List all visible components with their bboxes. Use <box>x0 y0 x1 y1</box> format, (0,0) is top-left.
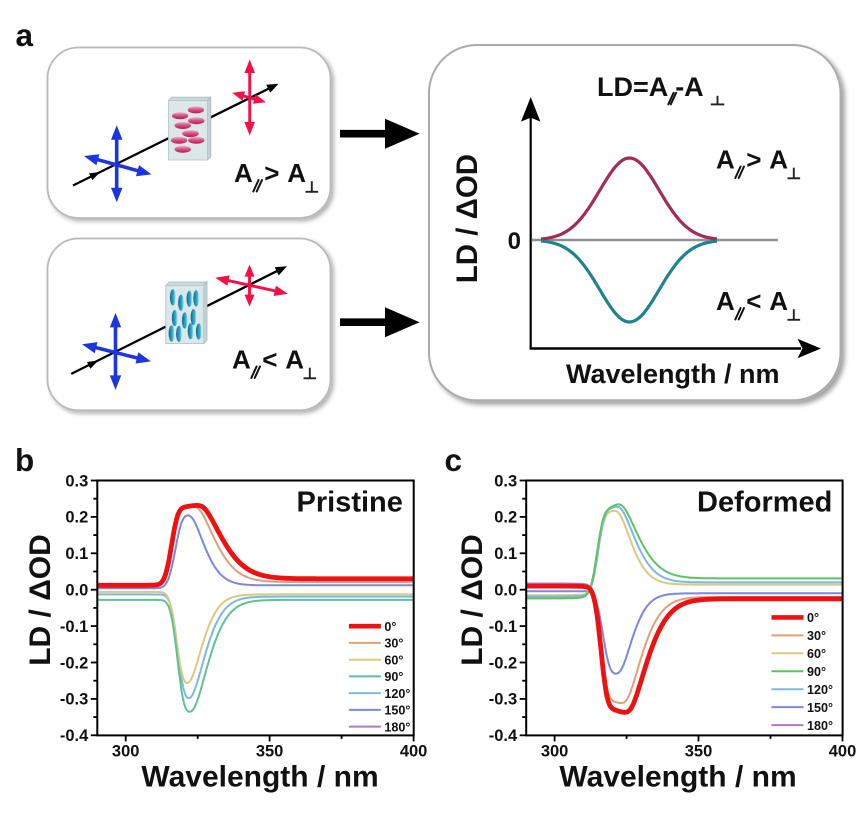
svg-text:60°: 60° <box>384 653 403 667</box>
svg-text:b: b <box>15 442 34 478</box>
svg-text:0.0: 0.0 <box>65 582 88 600</box>
svg-text:0.3: 0.3 <box>494 472 517 490</box>
svg-text:-0.1: -0.1 <box>60 618 88 636</box>
svg-text:180°: 180° <box>807 719 833 733</box>
svg-text:>: > <box>746 145 761 175</box>
svg-text:-0.1: -0.1 <box>489 618 517 636</box>
svg-text:0.2: 0.2 <box>494 509 517 527</box>
svg-text:A: A <box>234 158 253 188</box>
svg-text:180°: 180° <box>384 720 410 734</box>
svg-text:A: A <box>232 345 251 375</box>
svg-text:350: 350 <box>256 742 284 760</box>
svg-text:Wavelength / nm: Wavelength / nm <box>141 761 378 794</box>
svg-text:Pristine: Pristine <box>297 487 403 519</box>
svg-text:350: 350 <box>685 742 713 760</box>
svg-text:120°: 120° <box>807 683 833 697</box>
svg-text:c: c <box>445 442 463 478</box>
svg-text:90°: 90° <box>384 670 403 684</box>
svg-text:LD / ΔOD: LD / ΔOD <box>24 534 57 666</box>
svg-text:0.1: 0.1 <box>494 545 517 563</box>
svg-text:-0.3: -0.3 <box>60 691 88 709</box>
svg-text:-0.3: -0.3 <box>489 691 517 709</box>
svg-text:150°: 150° <box>807 701 833 715</box>
svg-text:120°: 120° <box>384 687 410 701</box>
svg-text:<: < <box>746 286 761 316</box>
svg-text:30°: 30° <box>384 637 403 651</box>
svg-text:150°: 150° <box>384 704 410 718</box>
svg-text:<: < <box>262 345 277 375</box>
svg-text:LD / ΔOD: LD / ΔOD <box>451 154 484 283</box>
svg-text:Deformed: Deformed <box>697 487 832 519</box>
svg-text:Wavelength / nm: Wavelength / nm <box>566 359 780 389</box>
svg-text:0: 0 <box>508 228 521 255</box>
svg-text:400: 400 <box>400 742 428 760</box>
svg-text:-0.4: -0.4 <box>489 727 518 745</box>
svg-text:0.3: 0.3 <box>65 472 88 490</box>
svg-text:A: A <box>287 158 306 188</box>
svg-text:300: 300 <box>541 742 569 760</box>
svg-text:30°: 30° <box>807 629 826 643</box>
svg-text:A: A <box>716 286 735 316</box>
svg-text:Wavelength / nm: Wavelength / nm <box>559 761 796 794</box>
svg-text:A: A <box>769 286 788 316</box>
svg-text:-0.2: -0.2 <box>60 654 88 672</box>
svg-text:LD=A: LD=A <box>597 72 668 102</box>
svg-text:0°: 0° <box>807 611 819 625</box>
svg-text:0°: 0° <box>384 620 396 634</box>
svg-text:0.2: 0.2 <box>65 509 88 527</box>
svg-text:400: 400 <box>829 742 857 760</box>
svg-text:-0.4: -0.4 <box>60 727 89 745</box>
svg-text:>: > <box>264 158 279 188</box>
svg-text:a: a <box>16 17 34 53</box>
svg-text:-0.2: -0.2 <box>489 654 517 672</box>
svg-text:0.1: 0.1 <box>65 545 88 563</box>
svg-text:300: 300 <box>112 742 140 760</box>
svg-text:A: A <box>716 145 735 175</box>
svg-text:0.0: 0.0 <box>494 582 517 600</box>
svg-text:60°: 60° <box>807 647 826 661</box>
svg-text:LD / ΔOD: LD / ΔOD <box>456 534 489 666</box>
svg-text:-A: -A <box>675 72 704 102</box>
svg-text:90°: 90° <box>807 665 826 679</box>
svg-text:A: A <box>769 145 788 175</box>
svg-text:A: A <box>285 345 304 375</box>
